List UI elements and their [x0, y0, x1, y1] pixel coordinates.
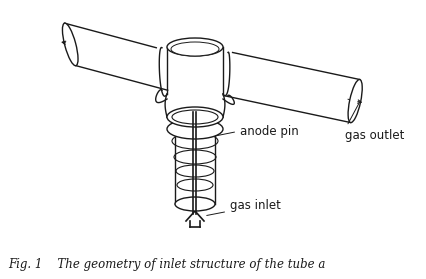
Ellipse shape	[167, 107, 222, 127]
Ellipse shape	[347, 80, 361, 122]
Text: anode pin: anode pin	[202, 124, 298, 138]
Ellipse shape	[172, 110, 218, 124]
Ellipse shape	[170, 42, 219, 56]
Ellipse shape	[175, 197, 215, 211]
Ellipse shape	[167, 119, 222, 139]
Text: gas inlet: gas inlet	[206, 199, 280, 215]
Ellipse shape	[62, 23, 78, 66]
Text: Fig. 1    The geometry of inlet structure of the tube a: Fig. 1 The geometry of inlet structure o…	[9, 258, 325, 271]
Text: gas outlet: gas outlet	[344, 104, 403, 142]
Ellipse shape	[167, 38, 222, 56]
